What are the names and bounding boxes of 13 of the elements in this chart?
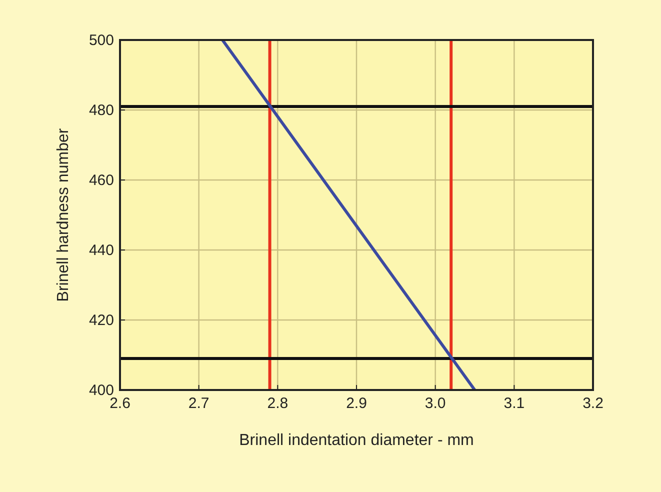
x-tick-label: 2.9 — [346, 395, 367, 412]
x-tick-label: 3.0 — [424, 395, 446, 412]
x-tick-label: 3.1 — [504, 395, 525, 412]
y-axis-title: Brinell hardness number — [55, 128, 72, 302]
y-tick-label: 460 — [88, 172, 114, 189]
y-tick-label: 500 — [88, 32, 114, 49]
x-tick-label: 2.7 — [188, 395, 210, 412]
x-tick-label: 3.2 — [582, 395, 604, 412]
y-tick-label: 440 — [88, 242, 114, 259]
y-tick-label: 420 — [88, 312, 114, 329]
x-tick-label: 2.8 — [267, 395, 288, 412]
y-tick-label: 480 — [88, 102, 114, 119]
x-axis-title: Brinell indentation diameter - mm — [239, 432, 474, 449]
